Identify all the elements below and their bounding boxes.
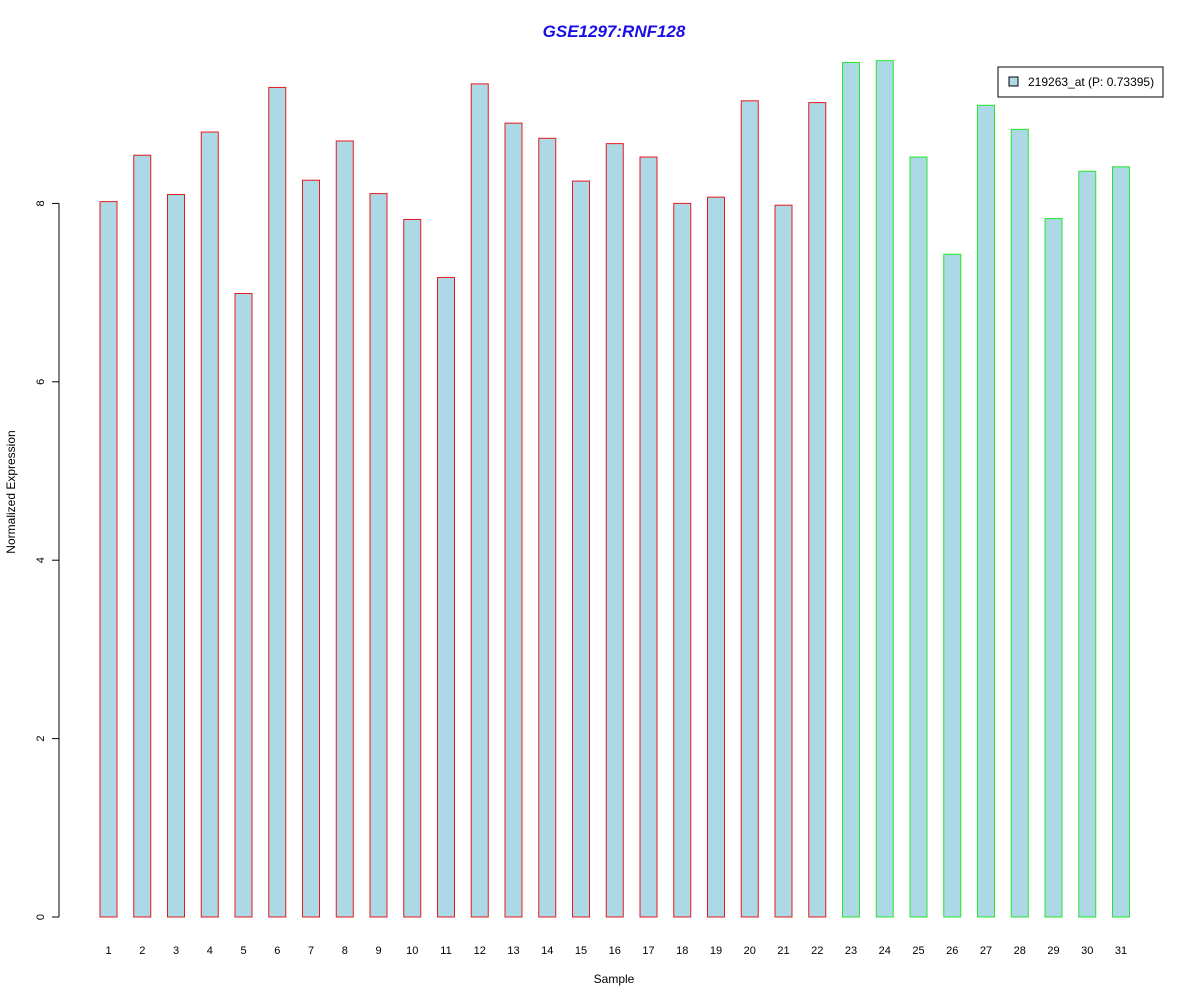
bar-sample-11 (437, 276, 455, 918)
y-tick-label: 0 (35, 914, 47, 920)
x-tick-labels: 1 2 3 4 5 6 7 8 9 10 11 12 13 14 15 16 17 18 19 20 21 22 23 24 2… (105, 945, 1127, 957)
bar-sample-16 (605, 143, 624, 918)
bar-sample-8 (335, 140, 354, 918)
y-tick-label: 2 (35, 736, 47, 742)
bar-sample-2 (133, 154, 152, 918)
bar-sample-22 (808, 102, 827, 918)
bar-sample-4 (200, 131, 219, 918)
x-tick-label: 20 (744, 945, 756, 957)
bar-sample-21 (774, 204, 793, 918)
x-tick-label: 6 (274, 945, 280, 957)
bar-sample-18 (673, 202, 692, 918)
bars (99, 60, 1130, 918)
x-tick-label: 25 (912, 945, 924, 957)
y-axis: 0 2 4 6 8 (35, 200, 60, 920)
x-tick-label: 15 (575, 945, 587, 957)
x-tick-label: 2 (139, 945, 145, 957)
y-tick-label: 4 (35, 557, 47, 563)
bar-sample-31 (1112, 166, 1130, 918)
bar-sample-28 (1010, 128, 1029, 918)
bar-sample-6 (268, 86, 287, 918)
x-tick-label: 19 (710, 945, 722, 957)
x-tick-label: 31 (1115, 945, 1127, 957)
y-axis-label: Normalized Expression (4, 430, 18, 553)
legend-box (997, 66, 1164, 98)
x-tick-label: 12 (474, 945, 486, 957)
bar-sample-17 (639, 156, 658, 918)
bar-sample-9 (369, 193, 388, 918)
x-tick-label: 10 (406, 945, 418, 957)
x-tick-label: 29 (1047, 945, 1059, 957)
bar-sample-27 (977, 104, 995, 918)
bar-sample-26 (943, 253, 962, 918)
bar-sample-10 (403, 218, 422, 918)
x-tick-label: 14 (541, 945, 553, 957)
y-tick-label: 8 (35, 200, 47, 206)
x-tick-label: 16 (609, 945, 621, 957)
x-tick-label: 8 (342, 945, 348, 957)
legend-label: 219263_at (P: 0.73395) (1028, 75, 1154, 89)
bar-sample-19 (707, 196, 725, 918)
x-tick-label: 1 (105, 945, 111, 957)
bar-sample-13 (504, 122, 523, 918)
x-tick-label: 28 (1014, 945, 1026, 957)
x-axis-label: Sample (594, 972, 635, 986)
bar-sample-5 (234, 292, 253, 918)
x-tick-label: 27 (980, 945, 992, 957)
bar-sample-1 (99, 201, 118, 918)
bar-sample-3 (167, 193, 185, 918)
bar-sample-20 (740, 100, 759, 918)
bar-sample-25 (909, 156, 928, 918)
bar-sample-23 (842, 61, 860, 918)
legend-swatch (1008, 76, 1019, 87)
x-tick-label: 24 (879, 945, 891, 957)
x-tick-label: 22 (811, 945, 823, 957)
x-tick-label: 11 (440, 945, 451, 957)
x-tick-label: 13 (507, 945, 519, 957)
chart-title: GSE1297:RNF128 (543, 22, 686, 41)
bar-sample-14 (538, 137, 557, 918)
bar-sample-30 (1078, 170, 1097, 918)
x-tick-label: 17 (642, 945, 654, 957)
x-tick-label: 3 (173, 945, 179, 957)
x-tick-label: 9 (375, 945, 381, 957)
x-tick-label: 26 (946, 945, 958, 957)
x-tick-label: 5 (240, 945, 246, 957)
bar-sample-12 (470, 83, 489, 918)
bar-sample-24 (875, 60, 894, 918)
x-tick-label: 18 (676, 945, 688, 957)
x-tick-label: 30 (1081, 945, 1093, 957)
bar-sample-15 (572, 180, 590, 918)
bar-sample-29 (1044, 218, 1063, 918)
legend: 219263_at (P: 0.73395) (997, 66, 1164, 98)
bar-sample-7 (302, 179, 320, 918)
x-tick-label: 23 (845, 945, 857, 957)
x-tick-label: 7 (308, 945, 314, 957)
y-tick-label: 6 (35, 379, 47, 385)
x-tick-label: 4 (207, 945, 213, 957)
x-tick-label: 21 (777, 945, 789, 957)
